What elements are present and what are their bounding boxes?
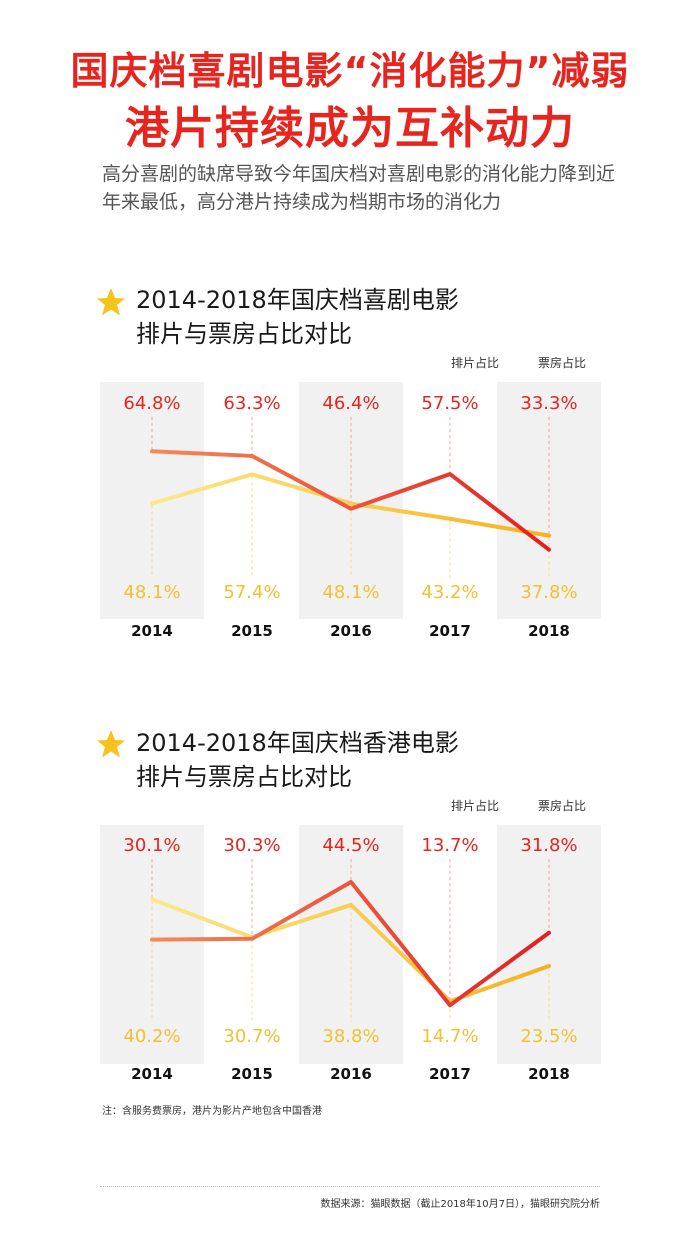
box-office-value-label: 13.7%	[421, 835, 478, 856]
headline-line2: 港片持续成为互补动力	[125, 103, 575, 154]
screening-value-label: 23.5%	[520, 1026, 577, 1047]
headline-line1: 国庆档喜剧电影“消化能力”减弱	[70, 49, 630, 93]
screening-value-label: 48.1%	[123, 582, 180, 603]
chart-hongkong: 排片占比 票房占比 30.1% 40.2% 2014 30.3% 30.7% 2015 44.5…	[100, 798, 601, 1083]
divider	[100, 1186, 600, 1187]
year-tick-label: 2016	[330, 622, 372, 640]
star-icon	[97, 288, 125, 316]
chart2-title-line1: 2014-2018年国庆档香港电影	[136, 729, 459, 757]
box-office-value-label: 46.4%	[322, 393, 379, 414]
screening-value-label: 48.1%	[322, 582, 379, 603]
series-line-screening	[150, 897, 551, 1004]
year-tick-label: 2018	[528, 1065, 570, 1083]
series-line-box-office	[150, 449, 551, 552]
column-band	[497, 825, 601, 1064]
box-office-value-label: 33.3%	[520, 393, 577, 414]
year-tick-label: 2017	[429, 1065, 471, 1083]
box-office-value-label: 57.5%	[421, 393, 478, 414]
screening-value-label: 14.7%	[421, 1026, 478, 1047]
screening-value-label: 40.2%	[123, 1026, 180, 1047]
chart1-title-line1: 2014-2018年国庆档喜剧电影	[136, 286, 459, 314]
screening-value-label: 43.2%	[421, 582, 478, 603]
legend-label: 排片占比	[451, 798, 499, 813]
column-band	[497, 382, 601, 619]
year-tick-label: 2018	[528, 622, 570, 640]
chart-comedy: 排片占比 票房占比 64.8% 48.1% 2014 63.3% 57.4% 2015 46.4…	[100, 355, 601, 640]
year-tick-label: 2017	[429, 622, 471, 640]
column-band	[299, 382, 403, 619]
column-band	[100, 382, 204, 619]
chart1-title-line2: 排片与票房占比对比	[136, 320, 352, 348]
legend-label: 排片占比	[451, 355, 499, 370]
box-office-value-label: 63.3%	[223, 393, 280, 414]
year-tick-label: 2016	[330, 1065, 372, 1083]
series-line-screening	[150, 472, 551, 538]
box-office-value-label: 64.8%	[123, 393, 180, 414]
screening-value-label: 38.8%	[322, 1026, 379, 1047]
footnote: 注：含服务费票房，港片为影片产地包含中国香港	[102, 1106, 322, 1117]
box-office-value-label: 30.1%	[123, 835, 180, 856]
screening-value-label: 30.7%	[223, 1026, 280, 1047]
box-office-value-label: 31.8%	[520, 835, 577, 856]
year-tick-label: 2015	[231, 622, 273, 640]
year-tick-label: 2014	[131, 622, 173, 640]
year-tick-label: 2014	[131, 1065, 173, 1083]
year-tick-label: 2015	[231, 1065, 273, 1083]
legend-label: 票房占比	[538, 798, 586, 813]
star-icon	[97, 730, 125, 758]
series-line-box-office	[150, 880, 551, 1008]
legend-label: 票房占比	[538, 355, 586, 370]
box-office-value-label: 44.5%	[322, 835, 379, 856]
subtitle: 高分喜剧的缺席导致今年国庆档对喜剧电影的消化能力降到近年来最低，高分港片持续成为…	[102, 163, 616, 213]
data-source: 数据来源：猫眼数据（截止2018年10月7日），猫眼研究院分析	[320, 1199, 600, 1210]
screening-value-label: 57.4%	[223, 582, 280, 603]
box-office-value-label: 30.3%	[223, 835, 280, 856]
chart2-title-line2: 排片与票房占比对比	[136, 763, 352, 791]
screening-value-label: 37.8%	[520, 582, 577, 603]
